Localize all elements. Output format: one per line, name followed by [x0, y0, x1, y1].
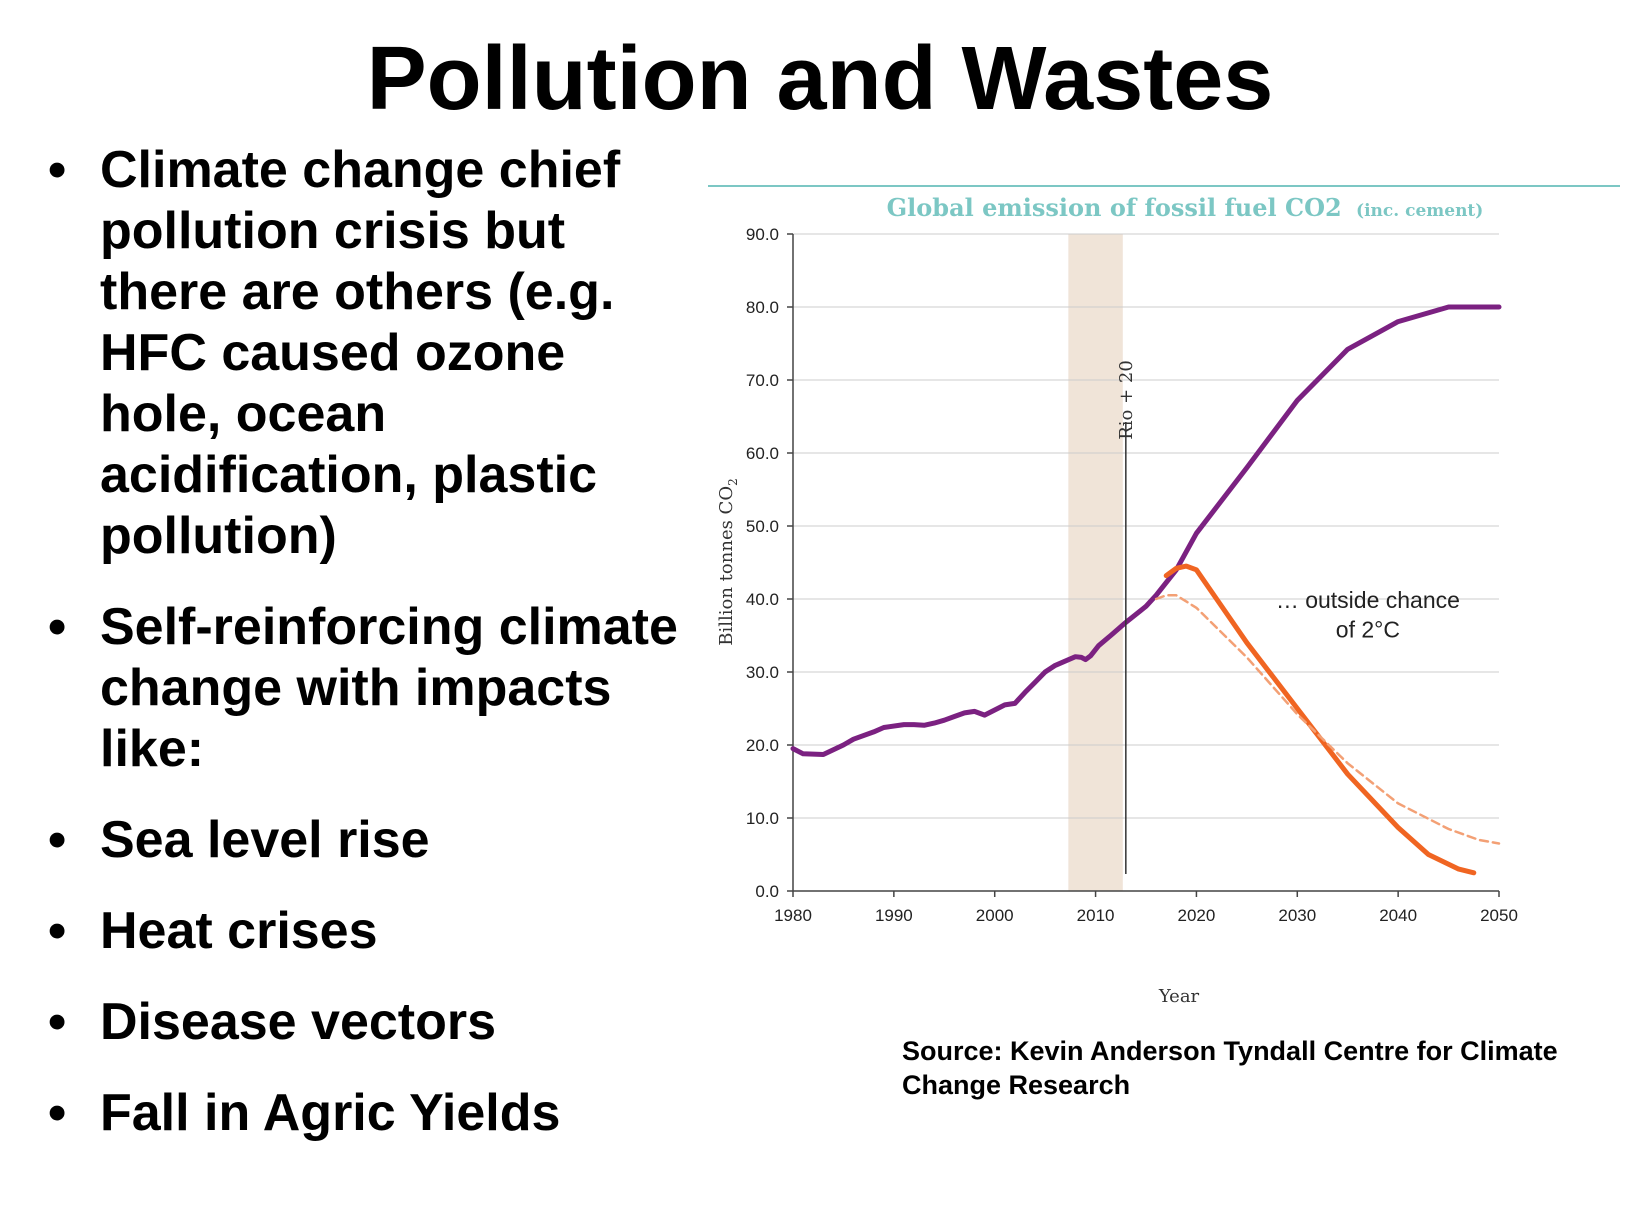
x-tick-label: 2000	[976, 906, 1014, 925]
x-tick-label: 2030	[1278, 906, 1316, 925]
bullet-item: Climate change chief pollution crisis bu…	[48, 140, 688, 567]
y-tick-label: 60.0	[746, 444, 779, 463]
x-tick-label: 2010	[1077, 906, 1115, 925]
x-tick-label: 1980	[774, 906, 812, 925]
bullet-item: Sea level rise	[48, 810, 688, 871]
chart-title: Global emission of fossil fuel CO2 (inc.…	[887, 193, 1484, 222]
x-tick-label: 2040	[1379, 906, 1417, 925]
emissions-chart: Global emission of fossil fuel CO2 (inc.…	[708, 185, 1620, 1007]
rio-band	[1068, 234, 1123, 891]
two-degree-note: … outside chance	[1276, 587, 1460, 613]
series-line-peak-2020	[1163, 563, 1477, 876]
y-tick-label: 30.0	[746, 663, 779, 682]
annotation-layer: Rio + 20 … outside chance of 2°C	[1116, 360, 1460, 874]
chart-title-main: Global emission of fossil fuel CO2	[887, 193, 1342, 222]
rio-label: Rio + 20	[1116, 360, 1137, 440]
y-tick-label: 70.0	[746, 371, 779, 390]
y-tick-label: 90.0	[746, 225, 779, 244]
y-axis-label-subscript: 2	[726, 478, 740, 486]
bullet-item: Fall in Agric Yields	[48, 1083, 688, 1144]
y-tick-label: 40.0	[746, 590, 779, 609]
x-axis-label: Year	[1158, 986, 1200, 1007]
series-line-bau	[790, 304, 1502, 757]
slide-title: Pollution and Wastes	[366, 29, 1274, 129]
grid-layer	[793, 233, 1499, 892]
x-tick-label: 2050	[1480, 906, 1518, 925]
y-tick-label: 0.0	[755, 882, 779, 901]
bullet-list: Climate change chief pollution crisis bu…	[48, 140, 688, 1174]
series-line-peak-2018	[1154, 594, 1501, 845]
y-axis-label: Billion tonnes CO2	[716, 478, 740, 645]
x-tick-label: 1990	[875, 906, 913, 925]
two-degree-note: of 2°C	[1336, 617, 1400, 643]
chart-title-suffix: (inc. cement)	[1356, 201, 1483, 221]
bullet-item: Heat crises	[48, 901, 688, 962]
y-tick-label: 10.0	[746, 809, 779, 828]
y-tick-label: 20.0	[746, 736, 779, 755]
series-layer	[790, 304, 1502, 876]
y-tick-label: 50.0	[746, 517, 779, 536]
x-tick-label: 2020	[1178, 906, 1216, 925]
y-axis-label-text: Billion tonnes CO	[716, 486, 737, 646]
bullet-item: Disease vectors	[48, 992, 688, 1053]
rio-band-layer	[1068, 234, 1123, 891]
source-note: Source: Kevin Anderson Tyndall Centre fo…	[902, 1036, 1558, 1100]
y-tick-label: 80.0	[746, 298, 779, 317]
bullet-item: Self-reinforcing climate change with imp…	[48, 597, 688, 780]
axes-layer: 0.0 10.0 20.0 30.0 40.0 50.0 60.0 70.0 80.0 90.0 1…	[746, 225, 1518, 925]
